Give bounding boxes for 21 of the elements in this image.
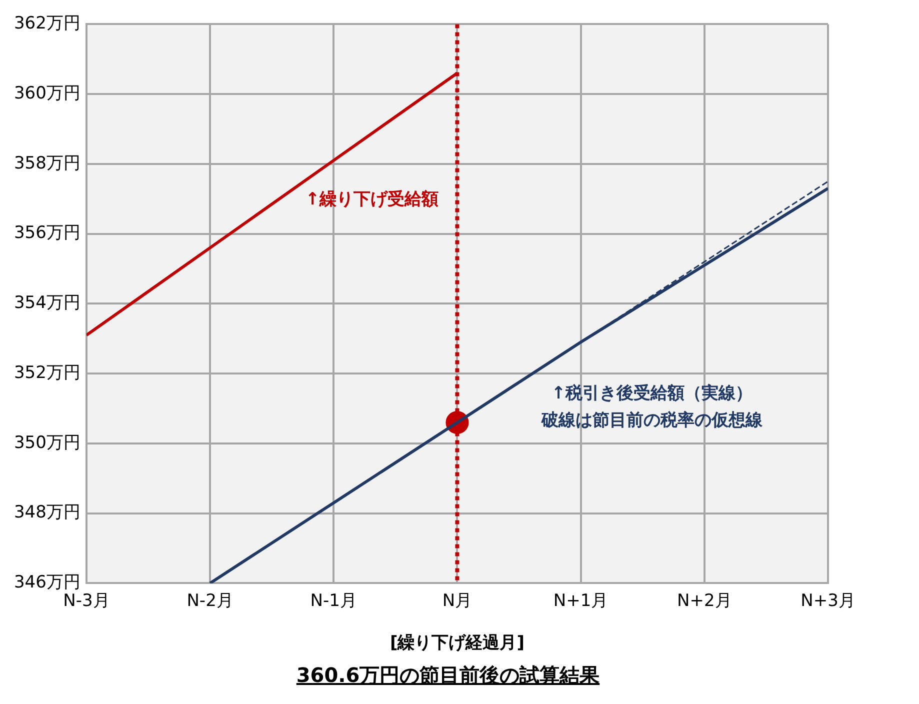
y-tick-label: 356万円 [14,223,80,244]
y-tick-label: 360万円 [14,83,80,104]
x-tick-label: N-3月 [63,590,110,611]
y-tick-label: 362万円 [14,14,80,34]
x-tick-label: N-2月 [186,590,234,611]
y-tick-label: 354万円 [14,293,80,314]
x-tick-label: N+3月 [800,590,856,611]
annotation: 破線は節目前の税率の仮想線 [540,410,764,430]
x-tick-label: N+1月 [553,590,608,611]
x-tick-label: N+2月 [677,590,732,611]
series-label: ↑繰り下げ受給額 [305,189,439,210]
y-tick-label: 346万円 [14,572,80,593]
y-tick-label: 358万円 [14,153,80,174]
series-label: ↑税引き後受給額（実線） [551,383,753,404]
x-tick-label: N-1月 [310,590,357,611]
x-tick-label: N月 [442,590,472,611]
y-tick-label: 352万円 [14,362,80,383]
x-axis-title: [繰り下げ経過月] [390,633,524,654]
y-tick-label: 350万円 [14,432,80,453]
y-tick-label: 348万円 [14,502,80,523]
text: 360.6万円の節目前後の試算結果 [295,662,601,689]
